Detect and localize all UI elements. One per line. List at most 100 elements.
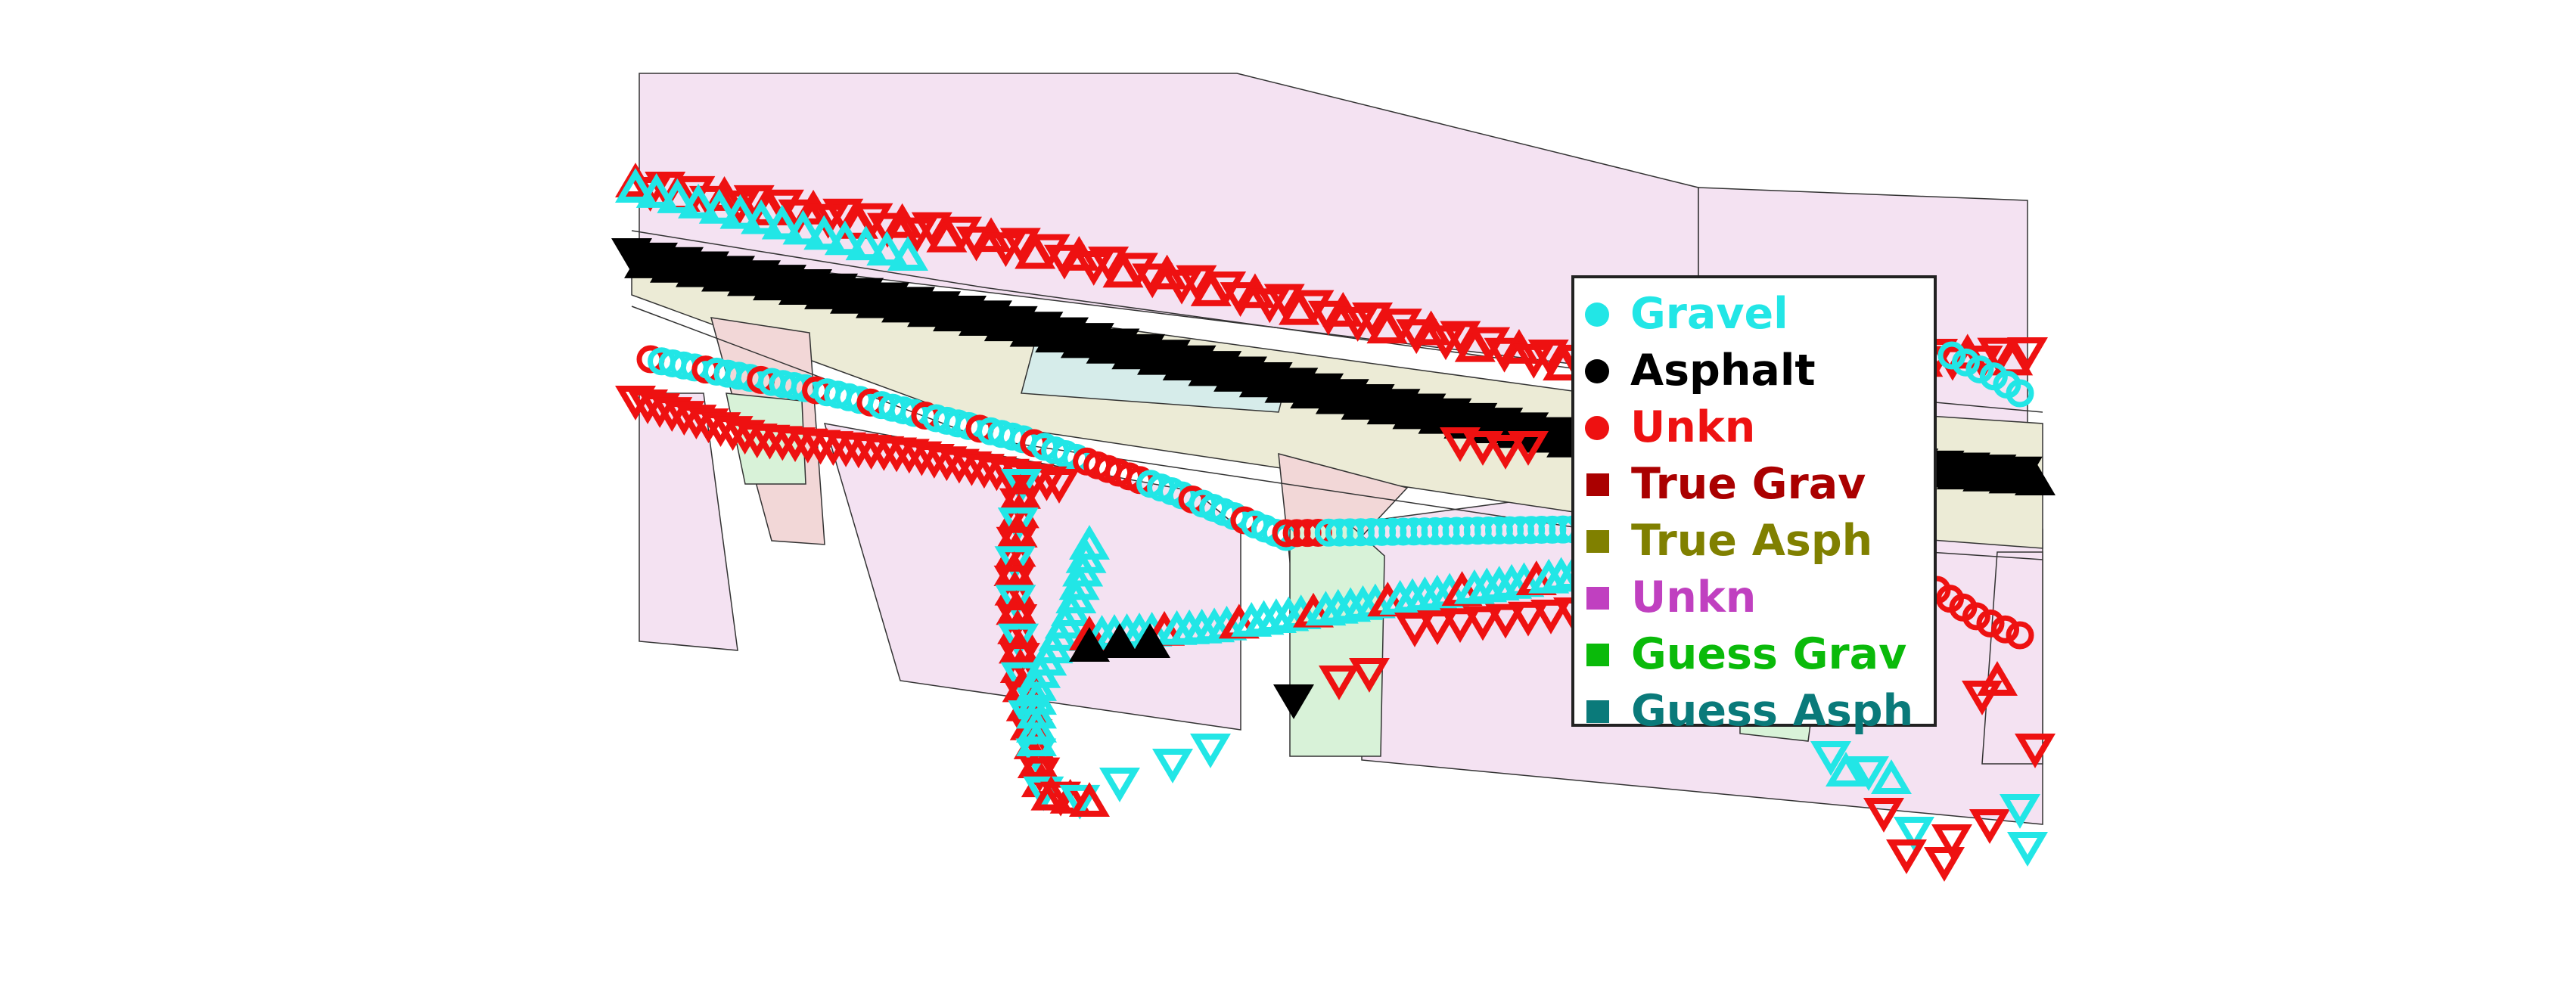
asphalt-marker: [1130, 623, 1170, 658]
track-marker: [1886, 839, 1927, 874]
gravel-marker: [887, 236, 928, 271]
unknown-marker: [1220, 282, 1261, 318]
unknown-marker: [1440, 608, 1481, 644]
gravel-marker: [1069, 525, 1110, 560]
track-loop-marker: [995, 585, 1036, 620]
unknown-marker: [763, 189, 804, 225]
unknown-marker: [1484, 337, 1525, 373]
unknown-marker: [1043, 244, 1085, 280]
track-loop-marker: [994, 546, 1036, 582]
guess-gravel-patch: [1289, 521, 1385, 757]
gravel-marker: [635, 173, 677, 208]
track-marker: [1863, 798, 1904, 833]
track-loop-marker: [999, 643, 1040, 678]
unknown-marker: [651, 397, 693, 432]
gravel-marker: [1965, 355, 1994, 383]
gravel-marker: [1099, 768, 1140, 802]
unknown-marker: [1176, 265, 1217, 300]
unknown-marker: [1394, 613, 1435, 647]
circle-marker-icon: [1585, 302, 1609, 327]
track-marker: [1931, 824, 1972, 859]
unknown-marker: [700, 412, 741, 448]
gravel-marker: [1020, 653, 1061, 688]
gravel-marker: [2006, 379, 2034, 408]
unknown-marker: [1263, 284, 1305, 319]
gravel-marker: [719, 194, 761, 229]
legend-item-guess-gravel: Guess Grav: [1585, 626, 1934, 683]
unknown-marker: [1508, 601, 1549, 637]
track-loop-marker: [1001, 469, 1042, 504]
unknown-marker: [1273, 684, 1314, 719]
track-marker: [1871, 759, 1912, 794]
legend: Gravel Asphalt Unkn True Grav True Asph Unkn G…: [1571, 275, 1937, 733]
track-loop-marker: [997, 507, 1039, 543]
track-loop-marker: [996, 604, 1038, 639]
unknown-marker: [1485, 435, 1526, 470]
unknown-region: [639, 393, 738, 651]
track-loop-marker: [1049, 778, 1091, 814]
legend-label: Unkn: [1631, 572, 1757, 622]
track-marker: [1962, 681, 2003, 715]
track-loop-marker: [1030, 775, 1072, 811]
gravel-marker: [782, 209, 824, 245]
unknown-marker: [911, 212, 952, 247]
gravel-marker: [1937, 341, 1966, 370]
track-loop-marker: [998, 623, 1039, 659]
gravel-marker: [845, 225, 887, 261]
unknown-marker: [1462, 606, 1503, 641]
square-marker-icon: [1586, 473, 1609, 496]
unknown-marker: [822, 198, 864, 234]
track-marker: [1810, 741, 1851, 776]
circle-marker-icon: [1585, 415, 1609, 440]
gravel-marker: [1062, 551, 1104, 587]
unknown-marker: [676, 405, 717, 440]
unknown-marker: [688, 408, 729, 444]
legend-item-gravel: Gravel: [1585, 286, 1934, 343]
unknown-marker: [1349, 658, 1390, 693]
unknown-marker: [724, 420, 766, 455]
gravel-marker: [657, 178, 698, 213]
legend-label: Asphalt: [1630, 346, 1816, 396]
track-marker: [1977, 661, 2018, 696]
track-marker: [1826, 752, 1866, 787]
unknown-marker: [1417, 610, 1458, 646]
unknown-marker: [1440, 321, 1481, 356]
unknown-marker: [1396, 319, 1437, 355]
gravel-marker: [824, 220, 865, 256]
gravel-marker: [741, 199, 782, 234]
track-marker: [1894, 817, 1934, 852]
legend-label: Guess Grav: [1631, 629, 1907, 679]
track-marker: [2007, 832, 2048, 867]
unknown-marker: [1440, 427, 1481, 462]
track-loop-marker: [993, 565, 1035, 600]
legend-item-unknown-true: Unkn: [1585, 569, 1934, 626]
gravel-marker: [698, 188, 740, 224]
legend-item-asphalt: Asphalt: [1585, 343, 1934, 399]
asphalt-marker: [1069, 627, 1110, 662]
legend-label: Unkn: [1630, 402, 1756, 452]
gravel-marker: [1016, 707, 1057, 743]
unknown-marker: [1088, 247, 1130, 281]
unknown-marker: [1527, 339, 1569, 374]
square-marker-icon: [1586, 586, 1609, 610]
unknown-marker: [639, 393, 681, 428]
legend-item-unknown-observed: Unkn: [1585, 399, 1934, 456]
square-marker-icon: [1586, 529, 1609, 553]
unknown-marker: [956, 226, 997, 262]
unknown-marker: [1462, 431, 1503, 466]
unknown-marker: [1485, 603, 1526, 639]
legend-label: True Asph: [1631, 516, 1873, 566]
unknown-marker: [867, 213, 909, 248]
gravel-marker: [866, 231, 908, 266]
unknown-marker: [2006, 621, 2034, 650]
unknown-marker: [627, 389, 669, 424]
gravel-marker: [615, 168, 656, 203]
track-marker: [1848, 756, 1889, 791]
track-loop-marker: [999, 488, 1040, 523]
track-loop-marker: [1059, 784, 1101, 820]
legend-label: Guess Asph: [1631, 686, 1914, 736]
unknown-marker: [1976, 609, 2005, 638]
unknown-marker: [999, 228, 1041, 263]
unknown-marker: [1319, 666, 1359, 700]
